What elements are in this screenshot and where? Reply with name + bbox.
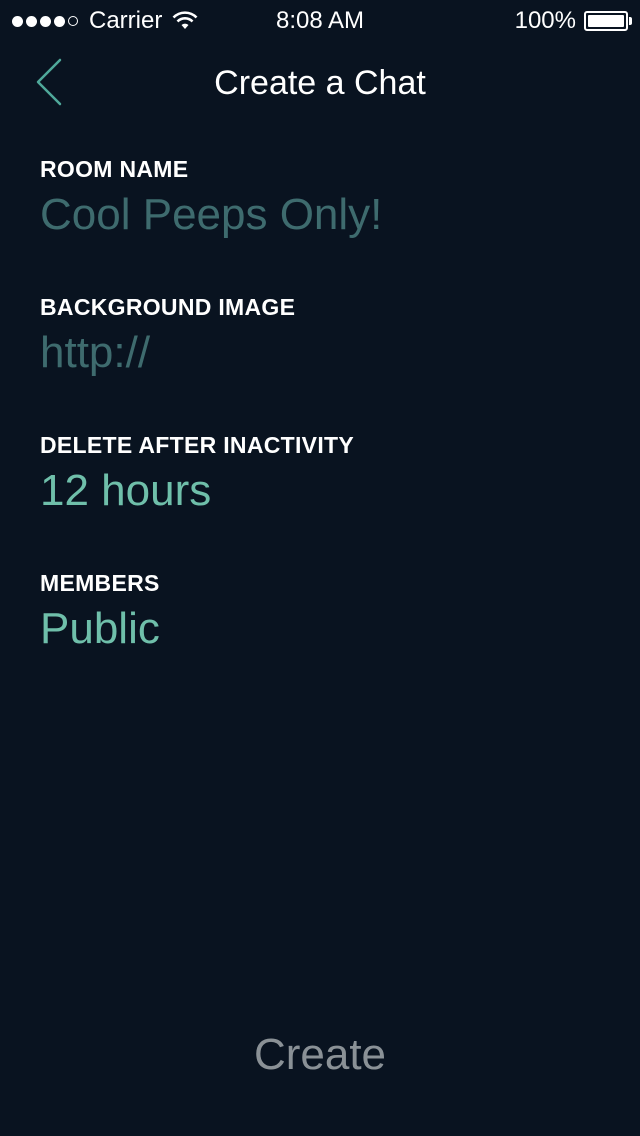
status-bar: Carrier 8:08 AM 100% (0, 0, 640, 40)
signal-dot (54, 15, 65, 27)
room-name-input[interactable]: Cool Peeps Only! (40, 190, 383, 239)
signal-dot (12, 15, 23, 27)
chevron-left-icon (36, 58, 62, 106)
background-image-input[interactable]: http:// (40, 328, 151, 377)
battery-percentage: 100% (514, 7, 576, 34)
page-title: Create a Chat (214, 64, 426, 102)
members-label: MEMBERS (40, 570, 160, 596)
back-button[interactable] (28, 56, 72, 108)
delete-after-selector[interactable]: 12 hours (40, 466, 212, 515)
status-right: 100% (514, 7, 632, 35)
signal-strength-icon (12, 15, 81, 27)
wifi-icon (172, 11, 198, 29)
delete-after-label: DELETE AFTER INACTIVITY (40, 432, 354, 458)
signal-dot (26, 15, 37, 27)
carrier-name: Carrier (89, 7, 163, 34)
background-image-field: BACKGROUND IMAGE http:// (40, 294, 600, 426)
signal-dot-empty (68, 16, 78, 26)
create-button[interactable]: Create (253, 1030, 387, 1079)
room-name-field: ROOM NAME Cool Peeps Only! (40, 156, 600, 288)
delete-after-field: DELETE AFTER INACTIVITY 12 hours (40, 432, 600, 564)
members-field: MEMBERS Public (40, 570, 600, 702)
room-name-label: ROOM NAME (40, 156, 189, 182)
signal-dot (40, 15, 51, 27)
status-time: 8:08 AM (275, 7, 365, 34)
create-chat-form: ROOM NAME Cool Peeps Only! BACKGROUND IM… (40, 150, 600, 702)
members-selector[interactable]: Public (40, 604, 160, 653)
background-image-label: BACKGROUND IMAGE (40, 294, 296, 320)
status-left: Carrier (12, 7, 198, 35)
battery-icon (584, 11, 632, 31)
navigation-bar: Create a Chat (0, 40, 640, 128)
